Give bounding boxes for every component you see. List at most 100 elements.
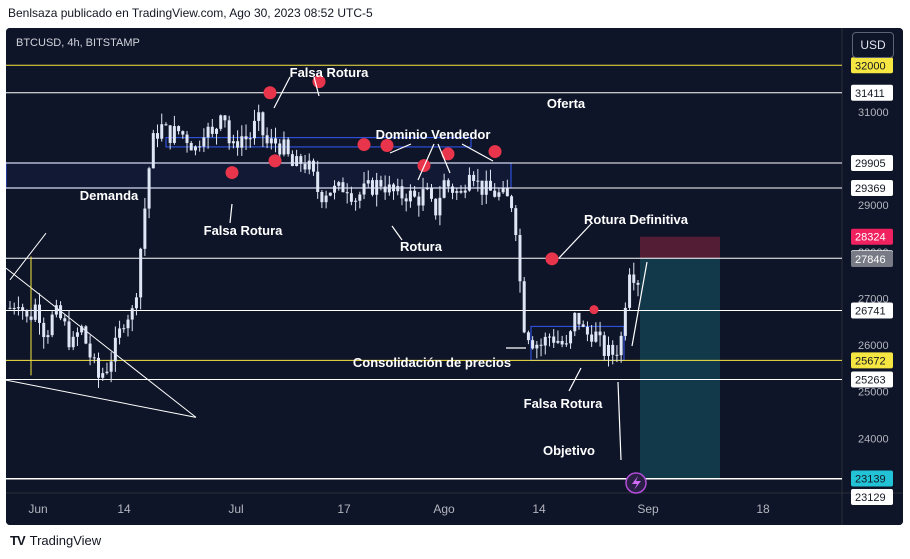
level-price-tag: 29369 <box>855 183 886 195</box>
candle-body <box>134 297 138 309</box>
candle-body <box>151 133 155 169</box>
level-price-tag-bg <box>851 57 893 74</box>
candle-body <box>472 174 476 182</box>
annotation-arrow <box>273 76 291 109</box>
candle-body <box>535 344 539 349</box>
annotation-label: Consolidación de precios <box>353 355 511 370</box>
x-tick-label: Ago <box>433 502 455 516</box>
annotation-label: Objetivo <box>543 443 595 458</box>
candle-body <box>101 373 105 378</box>
candle-body <box>522 281 526 333</box>
candle-body <box>455 191 459 193</box>
marker-dot <box>441 147 455 161</box>
candle-body <box>510 196 514 209</box>
plot-background <box>6 28 903 525</box>
candle-body <box>215 128 219 134</box>
candle-body <box>113 337 117 362</box>
candle-body <box>341 182 345 193</box>
candle-body <box>417 196 421 206</box>
candle-body <box>8 307 12 309</box>
candle-body <box>358 194 362 201</box>
candle-body <box>564 343 568 345</box>
publication-header: Benlsaza publicado en TradingView.com, A… <box>8 6 373 20</box>
candle-body <box>139 248 143 298</box>
level-price-tag-bg <box>851 470 893 487</box>
candle-body <box>501 188 505 193</box>
candle-body <box>244 136 248 140</box>
footer-brand: TradingView <box>29 533 102 548</box>
x-tick-label: 17 <box>337 502 351 516</box>
candle-body <box>349 193 353 202</box>
candle-body <box>219 115 223 129</box>
candle-body <box>505 188 509 197</box>
level-price-tag: 32000 <box>855 60 886 72</box>
currency-button[interactable]: USD <box>852 32 894 58</box>
level-price-tag: 25672 <box>855 355 886 367</box>
price-tag-bg <box>851 228 893 245</box>
level-price-tag-bg <box>851 371 893 388</box>
seller-zone-box <box>165 136 472 148</box>
candle-body <box>459 191 463 193</box>
candle-body <box>438 197 442 216</box>
candle-body <box>274 138 278 144</box>
y-tick-label: 24000 <box>858 433 889 445</box>
wedge-start-line <box>9 232 47 281</box>
candle-body <box>526 332 530 341</box>
candle-body <box>97 357 101 378</box>
candle-body <box>198 146 202 148</box>
candle-body <box>147 168 151 209</box>
target-zone <box>640 258 720 479</box>
candle-body <box>425 188 429 190</box>
price-tag: 27846 <box>855 254 886 266</box>
level-price-tag-bg <box>851 488 893 505</box>
candle-body <box>261 112 265 136</box>
candle-body <box>126 319 130 329</box>
candle-body <box>290 154 294 166</box>
candle-body <box>118 328 122 338</box>
y-tick-label: 26000 <box>858 340 889 352</box>
candle-body <box>337 182 341 186</box>
annotation-label: Rotura Definitiva <box>584 212 689 227</box>
stop-zone <box>640 236 720 259</box>
candle-body <box>46 335 50 338</box>
candle-body <box>451 186 455 193</box>
annotation-label: Falsa Rotura <box>524 396 604 411</box>
candle-body <box>396 186 400 192</box>
candle-body <box>375 180 379 195</box>
marker-dot <box>268 154 282 168</box>
annotation-arrow <box>417 143 435 181</box>
candle-body <box>122 328 126 330</box>
candle-body <box>54 305 58 315</box>
annotation-label: Demanda <box>80 188 139 203</box>
x-tick-label: Sep <box>637 502 659 516</box>
candle-body <box>177 126 181 132</box>
candle-body <box>71 336 75 348</box>
candle-body <box>299 156 303 164</box>
candle-body <box>160 124 164 139</box>
candle-body <box>547 336 551 338</box>
candle-body <box>611 344 615 355</box>
y-tick-label: 27000 <box>858 293 889 305</box>
candle-body <box>286 139 290 155</box>
chart-panel[interactable]: BTCUSD, 4h, BITSTAMP Falsa Rotura Oferta Do… <box>6 28 903 525</box>
annotation-arrow <box>389 143 412 154</box>
candle-body <box>628 274 632 308</box>
candle-body <box>434 198 438 216</box>
candle-body <box>282 139 286 155</box>
candle-body <box>408 190 412 202</box>
candle-body <box>42 322 46 338</box>
candle-body <box>446 180 450 187</box>
candle-body <box>67 321 71 348</box>
x-tick-label: Jul <box>228 502 243 516</box>
candle-body <box>488 180 492 191</box>
candle-body <box>80 326 84 333</box>
candle-body <box>421 189 425 206</box>
marker-dot <box>263 86 277 100</box>
candle-body <box>429 188 433 199</box>
candle-body <box>92 357 96 359</box>
candle-body <box>480 180 484 195</box>
candle-body <box>193 146 197 151</box>
candle-body <box>328 192 332 196</box>
candle-body <box>543 336 547 346</box>
candlestick-chart[interactable]: BTCUSD, 4h, BITSTAMP Falsa Rotura Oferta Do… <box>6 28 903 525</box>
